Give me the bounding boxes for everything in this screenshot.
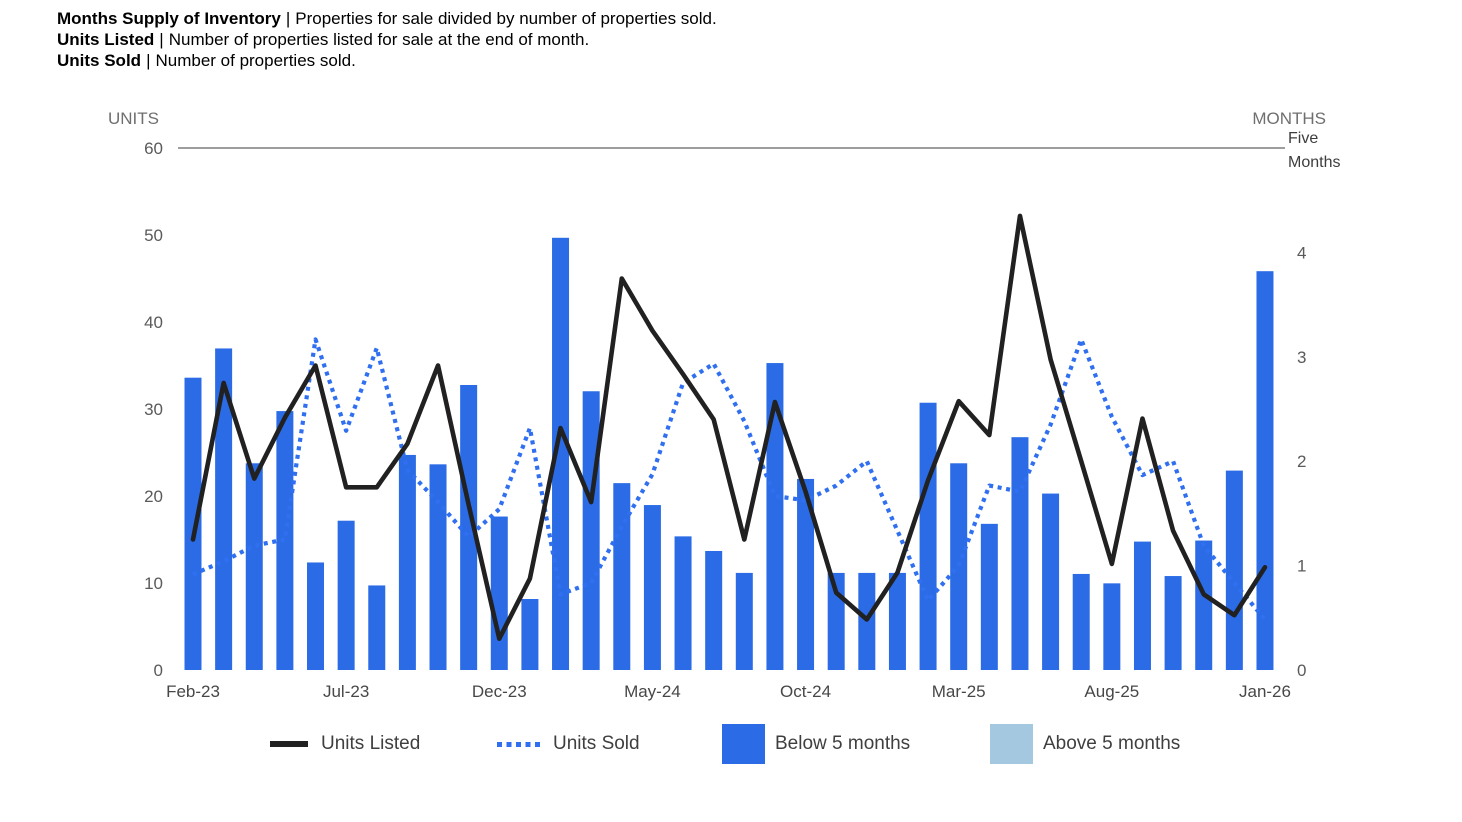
x-axis-label-Feb-23: Feb-23 [166,682,220,701]
metric-definition: Properties for sale divided by number of… [295,9,717,28]
supply-bar-Sep-24[interactable] [766,363,784,670]
supply-bar-Jun-23[interactable] [307,562,325,670]
supply-bar-Oct-24[interactable] [797,478,815,670]
metric-term: Units Listed [57,30,155,49]
left-axis-tick-20: 20 [144,487,163,506]
left-axis-title: UNITS [108,109,159,128]
chart-canvas: 0 10 20 30 40 50 60 0 1 2 3 4 Feb-23 Jul-23 Dec-23 May-… [144,139,1306,701]
supply-bar-Mar-25[interactable] [950,463,968,670]
divider: | [285,9,291,28]
supply-bar-Dec-25[interactable] [1225,470,1243,670]
supply-bar-Sep-23[interactable] [398,454,416,670]
supply-bar-Aug-24[interactable] [735,572,753,670]
x-axis-label-Jul-23: Jul-23 [323,682,369,701]
left-axis-tick-60: 60 [144,139,163,158]
supply-bar-May-25[interactable] [1011,437,1029,670]
x-axis-label-Jan-26: Jan-26 [1239,682,1291,701]
supply-bar-Apr-23[interactable] [245,463,263,670]
supply-bar-Dec-23[interactable] [490,516,508,670]
supply-bar-Jul-25[interactable] [1072,573,1090,670]
supply-bar-Oct-23[interactable] [429,464,447,670]
metric-definition: Number of properties listed for sale at … [168,30,590,49]
left-axis-tick-0: 0 [154,661,163,680]
supply-bar-Jun-25[interactable] [1042,493,1060,670]
chart-legend: Units Listed Units Sold Below 5 months A… [0,720,1462,770]
metric-definition: Number of properties sold. [155,51,356,70]
description-line: Units Listed | Number of properties listed… [57,29,717,50]
description-line: Months Supply of Inventory | Properties fo… [57,8,717,29]
left-axis-tick-40: 40 [144,313,163,332]
metric-term: Units Sold [57,51,142,70]
x-axis-label-May-24: May-24 [624,682,681,701]
legend-label: Units Sold [553,733,640,754]
five-months-threshold-label: Five Months [1288,130,1341,171]
supply-bar-Feb-25[interactable] [919,402,937,670]
supply-bar-Jun-24[interactable] [674,536,692,670]
blue-square-swatch-icon [722,724,765,764]
right-axis-tick-1: 1 [1297,557,1306,576]
supply-bar-Mar-23[interactable] [215,348,233,670]
units-sold-line [192,337,1267,621]
legend-item-units-listed[interactable]: Units Listed [270,720,420,768]
legend-item-units-sold[interactable]: Units Sold [497,720,640,768]
chart-description: Months Supply of Inventory | Properties fo… [57,8,717,71]
right-axis-title: MONTHS [1252,109,1326,128]
left-axis-tick-30: 30 [144,400,163,419]
x-axis-label-Oct-24: Oct-24 [780,682,831,701]
legend-item-below-5-months[interactable]: Below 5 months [722,720,910,768]
x-axis-label-Aug-25: Aug-25 [1084,682,1139,701]
units-listed-line [190,213,1268,642]
right-axis-tick-2: 2 [1297,452,1306,471]
blue-dotted-line-swatch-icon [497,741,541,747]
supply-bar-May-23[interactable] [276,411,294,670]
description-line: Units Sold | Number of properties sold. [57,50,717,71]
supply-bar-Jan-25[interactable] [888,572,906,670]
supply-bar-Nov-25[interactable] [1195,540,1213,670]
right-axis-tick-4: 4 [1297,243,1306,262]
supply-bar-Mar-24[interactable] [582,391,600,670]
supply-bar-Nov-23[interactable] [460,384,478,670]
supply-bar-Aug-23[interactable] [368,585,386,670]
supply-bar-Apr-25[interactable] [980,523,998,670]
legend-label: Above 5 months [1043,733,1181,754]
legend-item-above-5-months[interactable]: Above 5 months [990,720,1180,768]
left-axis-tick-50: 50 [144,226,163,245]
divider: | [159,30,164,49]
supply-bar-Jul-23[interactable] [337,520,355,670]
lightblue-square-swatch-icon [990,724,1033,764]
right-axis-tick-3: 3 [1297,348,1306,367]
supply-bar-Apr-24[interactable] [613,483,631,670]
supply-bar-Jan-24[interactable] [521,599,539,670]
left-axis-tick-10: 10 [144,574,163,593]
x-axis-label-Dec-23: Dec-23 [472,682,527,701]
divider: | [146,51,151,70]
metric-term: Months Supply of Inventory [57,9,281,28]
x-axis-label-Mar-25: Mar-25 [932,682,986,701]
supply-bar-May-24[interactable] [643,505,661,670]
legend-label: Units Listed [321,733,421,754]
legend-label: Below 5 months [775,733,911,754]
supply-bar-Jul-24[interactable] [705,550,723,670]
black-line-swatch-icon [270,741,308,747]
right-axis-tick-0: 0 [1297,661,1306,680]
supply-bar-Sep-25[interactable] [1133,541,1151,670]
supply-bar-Aug-25[interactable] [1103,583,1121,670]
supply-bar-Oct-25[interactable] [1164,576,1182,670]
supply-bar-Feb-23[interactable] [184,377,202,670]
